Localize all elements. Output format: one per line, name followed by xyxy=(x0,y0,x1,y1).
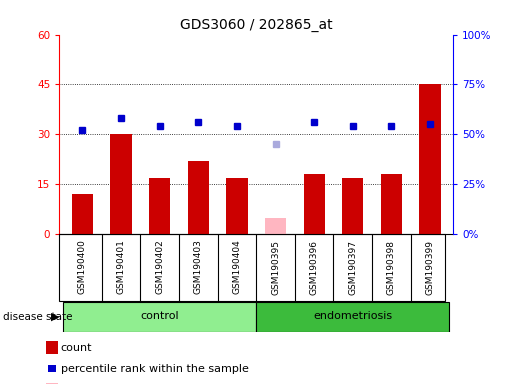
Bar xyxy=(303,174,325,234)
Text: GSM190401: GSM190401 xyxy=(116,240,126,295)
Text: GSM190397: GSM190397 xyxy=(348,240,357,295)
Text: ▶: ▶ xyxy=(52,312,60,322)
Title: GDS3060 / 202865_at: GDS3060 / 202865_at xyxy=(180,18,333,32)
Text: disease state: disease state xyxy=(3,312,72,322)
FancyBboxPatch shape xyxy=(63,302,256,331)
FancyBboxPatch shape xyxy=(256,302,449,331)
Text: endometriosis: endometriosis xyxy=(313,311,392,321)
Bar xyxy=(149,178,170,234)
Text: GSM190399: GSM190399 xyxy=(425,240,435,295)
Text: GSM190404: GSM190404 xyxy=(232,240,242,295)
Bar xyxy=(72,194,93,234)
Bar xyxy=(226,178,248,234)
Text: GSM190395: GSM190395 xyxy=(271,240,280,295)
Bar xyxy=(419,84,441,234)
Text: GSM190396: GSM190396 xyxy=(310,240,319,295)
Bar xyxy=(381,174,402,234)
Text: count: count xyxy=(61,343,92,353)
Text: control: control xyxy=(140,311,179,321)
Text: GSM190402: GSM190402 xyxy=(155,240,164,295)
Bar xyxy=(187,161,209,234)
Text: GSM190398: GSM190398 xyxy=(387,240,396,295)
Bar xyxy=(110,134,132,234)
Bar xyxy=(342,178,364,234)
Bar xyxy=(265,218,286,234)
Text: GSM190403: GSM190403 xyxy=(194,240,203,295)
Text: percentile rank within the sample: percentile rank within the sample xyxy=(61,364,249,374)
Text: GSM190400: GSM190400 xyxy=(78,240,87,295)
